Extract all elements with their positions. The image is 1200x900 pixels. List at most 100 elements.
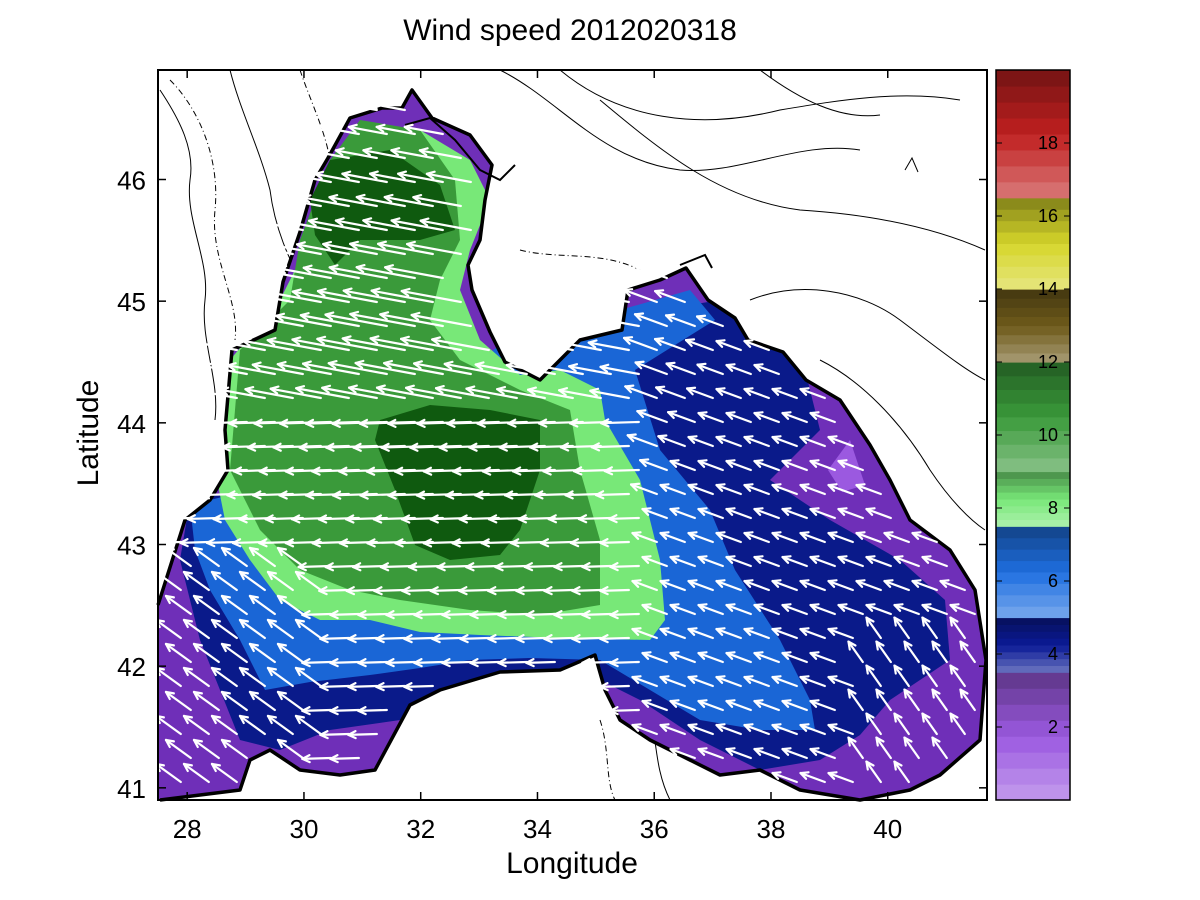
- wind-arrow: [641, 507, 668, 520]
- colorbar-stripe: [996, 85, 1070, 103]
- wind-arrow: [400, 287, 462, 304]
- wind-arrow: [827, 531, 854, 544]
- wind-arrow: [715, 723, 742, 736]
- wind-arrow: [753, 411, 780, 424]
- wind-arrow: [855, 579, 882, 592]
- wind-arrow: [182, 570, 210, 592]
- wind-arrow: [342, 287, 406, 304]
- wind-arrow: [252, 265, 304, 280]
- wind-arrow: [354, 359, 416, 376]
- wind-arrow: [771, 579, 798, 592]
- wind-arrow: [322, 240, 378, 256]
- wind-arrow: [837, 555, 864, 568]
- wind-arrow: [589, 387, 630, 400]
- wind-arrow: [837, 507, 864, 520]
- x-tick: 32: [406, 70, 435, 844]
- colorbar-stripe: [996, 197, 1070, 210]
- x-tick-label: 36: [640, 814, 669, 844]
- wind-arrow: [847, 736, 864, 760]
- wind-arrow: [275, 194, 322, 208]
- wind-arrow: [631, 627, 658, 640]
- wind-arrow: [855, 531, 882, 544]
- wind-arrow: [743, 579, 770, 592]
- colorbar-stripe: [996, 505, 1070, 514]
- wind-arrow: [893, 616, 910, 640]
- wind-arrow: [893, 712, 910, 736]
- wind-arrow: [781, 411, 808, 424]
- colorbar-stripe: [996, 549, 1070, 562]
- wind-arrow: [525, 610, 556, 620]
- colorbar-stripe: [996, 519, 1070, 527]
- wind-arrow: [383, 359, 444, 376]
- wind-arrow: [266, 666, 294, 688]
- wind-arrow: [362, 147, 406, 160]
- wind-arrow: [725, 411, 752, 424]
- wind-arrow: [631, 723, 658, 736]
- colorbar-stripe: [996, 492, 1070, 500]
- wind-arrow: [669, 699, 696, 712]
- wind-arrow: [669, 747, 696, 760]
- colorbar-tick: 18: [996, 133, 1070, 153]
- wind-arrow: [543, 586, 574, 596]
- wind-arrow: [369, 335, 434, 352]
- wind-arrow: [276, 546, 304, 568]
- wind-arrow: [347, 123, 388, 136]
- wind-arrow: [743, 627, 770, 640]
- chart-title: Wind speed 2012020318: [403, 14, 737, 47]
- wind-arrow: [697, 651, 724, 664]
- wind-arrow: [743, 675, 770, 688]
- wind-arrow: [276, 360, 332, 376]
- wind-arrow: [743, 723, 770, 736]
- level-lightpurple: [828, 440, 865, 492]
- wind-arrow: [244, 242, 294, 256]
- x-tick: 28: [173, 70, 202, 844]
- wind-arrow: [725, 747, 752, 760]
- wind-arrow: [697, 459, 724, 472]
- wind-arrow: [192, 594, 220, 616]
- wind-arrow: [664, 313, 696, 328]
- wind-arrow: [219, 386, 266, 400]
- wind-arrow: [641, 651, 668, 664]
- wind-arrow: [799, 531, 826, 544]
- wind-arrow: [781, 507, 808, 520]
- wind-arrow: [357, 610, 388, 620]
- colorbar-tick: 16: [996, 206, 1070, 226]
- wind-arrow: [270, 241, 322, 256]
- wind-arrow: [194, 387, 238, 400]
- wind-arrow: [636, 409, 668, 424]
- wind-arrow: [405, 384, 462, 400]
- wind-arrow: [276, 738, 304, 760]
- wind-arrow: [949, 603, 976, 616]
- wind-arrow: [753, 747, 780, 760]
- wind-arrow: [799, 771, 826, 784]
- wind-arrow: [328, 264, 388, 280]
- wind-arrow: [590, 442, 630, 452]
- colorbar-stripe: [996, 149, 1070, 167]
- wind-arrow: [368, 100, 406, 112]
- wind-arrow: [827, 627, 854, 640]
- wind-arrow: [809, 651, 836, 664]
- wind-arrow: [238, 666, 266, 688]
- wind-arrow: [276, 594, 304, 616]
- plot-frame: [157, 69, 988, 801]
- x-tick: 30: [289, 70, 318, 844]
- wind-arrow: [837, 603, 864, 616]
- wind-arrow: [687, 627, 714, 640]
- colorbar-stripe: [996, 665, 1070, 673]
- colorbar-stripe: [996, 133, 1070, 151]
- wind-arrow: [837, 459, 864, 472]
- wind-arrow: [655, 385, 686, 400]
- wind-arrow: [685, 386, 714, 400]
- wind-arrow: [515, 586, 546, 596]
- colorbar-stripe: [996, 672, 1070, 689]
- wind-arrow: [577, 514, 612, 524]
- wind-arrow: [743, 435, 770, 448]
- wind-arrow: [753, 651, 780, 664]
- wind-arrow: [771, 771, 798, 784]
- wind-arrow: [403, 634, 434, 644]
- wind-arrow: [587, 291, 630, 304]
- x-tick: 40: [873, 70, 902, 844]
- colorbar-tick: 8: [996, 498, 1070, 518]
- wind-arrow: [568, 363, 612, 376]
- wind-arrow: [431, 634, 462, 644]
